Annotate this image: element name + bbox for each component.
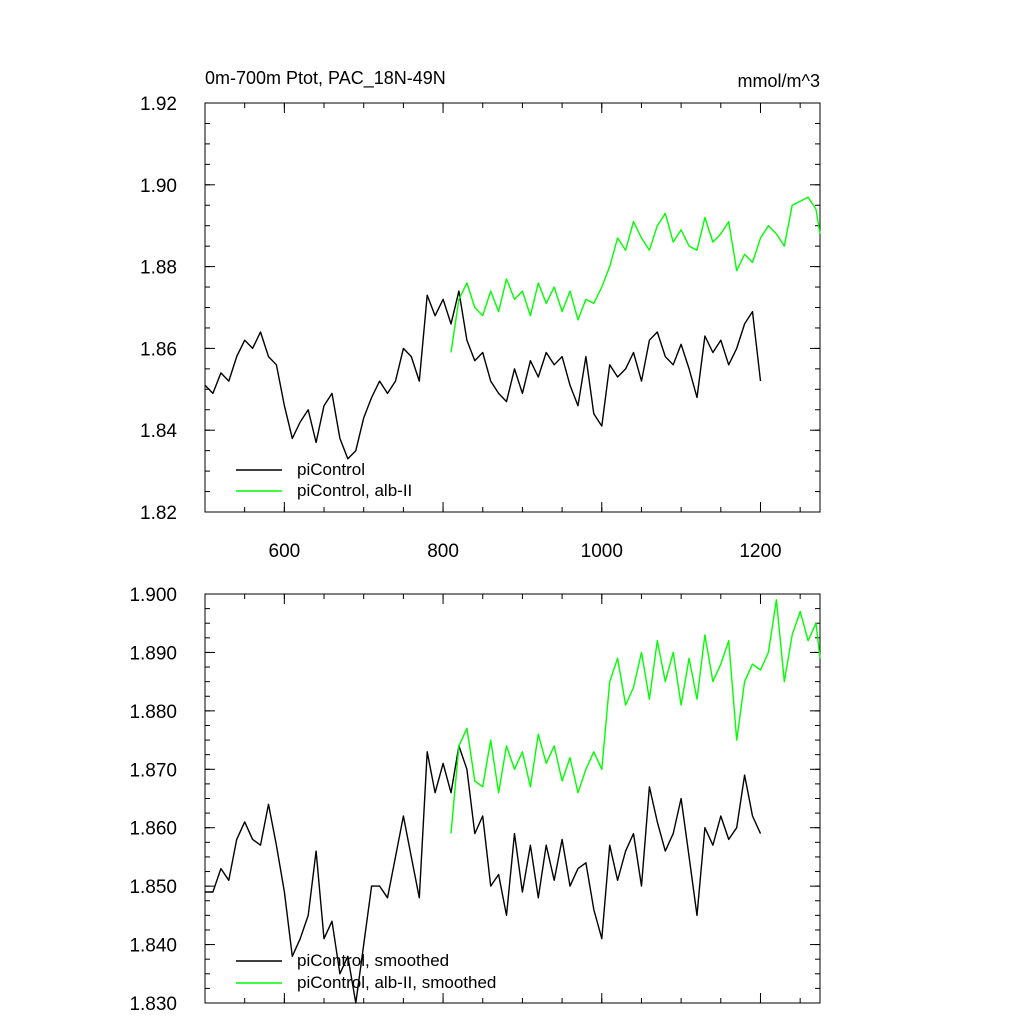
bottom-ytick-label: 1.890 <box>129 643 177 664</box>
bottom-panel: 1.830 1.840 1.850 1.860 1.870 1.880 1.890 1.900… <box>129 585 821 1015</box>
top-xtick-label: 1200 <box>739 541 781 562</box>
top-series-picontrol-alb-ii <box>450 196 821 353</box>
bottom-ticks: 1.830 1.840 1.850 1.860 1.870 1.880 1.890 1.900 <box>129 585 820 1015</box>
bottom-series <box>205 599 821 1004</box>
bottom-ytick-label: 1.860 <box>129 819 177 840</box>
bottom-ytick-label: 1.830 <box>129 994 177 1015</box>
bottom-plot-frame <box>204 593 821 1004</box>
bottom-legend: piControl, smoothed piControl, alb-II, s… <box>236 951 496 992</box>
top-ticks: 1.82 1.84 1.86 1.88 1.90 1.92 600 800 1000 1200 <box>140 94 820 562</box>
bottom-ytick-label: 1.880 <box>129 702 177 723</box>
top-chart-units: mmol/m^3 <box>738 71 820 91</box>
top-ytick-label: 1.86 <box>140 339 177 360</box>
top-ytick-label: 1.84 <box>140 421 177 442</box>
top-xtick-label: 800 <box>427 541 459 562</box>
top-panel: 0m-700m Ptot, PAC_18N-49N mmol/m^3 1.821… <box>140 68 821 562</box>
top-series-picontrol <box>204 290 762 460</box>
top-xtick-label: 1000 <box>581 541 623 562</box>
legend-label-picontrol-alb-smoothed: piControl, alb-II, smoothed <box>297 973 496 992</box>
bottom-series-picontrol-smoothed <box>205 745 762 1004</box>
legend-label-picontrol: piControl <box>297 460 365 479</box>
top-ytick-label: 1.88 <box>140 258 177 279</box>
top-ytick-label: 1.92 <box>140 94 177 115</box>
bottom-series-picontrol-alb-ii-smoothed <box>450 599 821 834</box>
bottom-ytick-label: 1.840 <box>129 936 177 957</box>
bottom-ytick-label: 1.900 <box>129 585 177 606</box>
top-series <box>204 196 821 460</box>
top-ytick-label: 1.82 <box>140 503 177 524</box>
top-legend: piControl piControl, alb-II <box>236 460 412 500</box>
bottom-ytick-label: 1.850 <box>129 877 177 898</box>
top-chart-title: 0m-700m Ptot, PAC_18N-49N <box>205 68 446 89</box>
top-xtick-label: 600 <box>269 541 301 562</box>
top-plot-frame <box>204 102 821 513</box>
top-ytick-label: 1.90 <box>140 176 177 197</box>
legend-label-picontrol-smoothed: piControl, smoothed <box>297 951 449 970</box>
bottom-ytick-label: 1.870 <box>129 760 177 781</box>
legend-label-picontrol-alb: piControl, alb-II <box>297 481 412 500</box>
